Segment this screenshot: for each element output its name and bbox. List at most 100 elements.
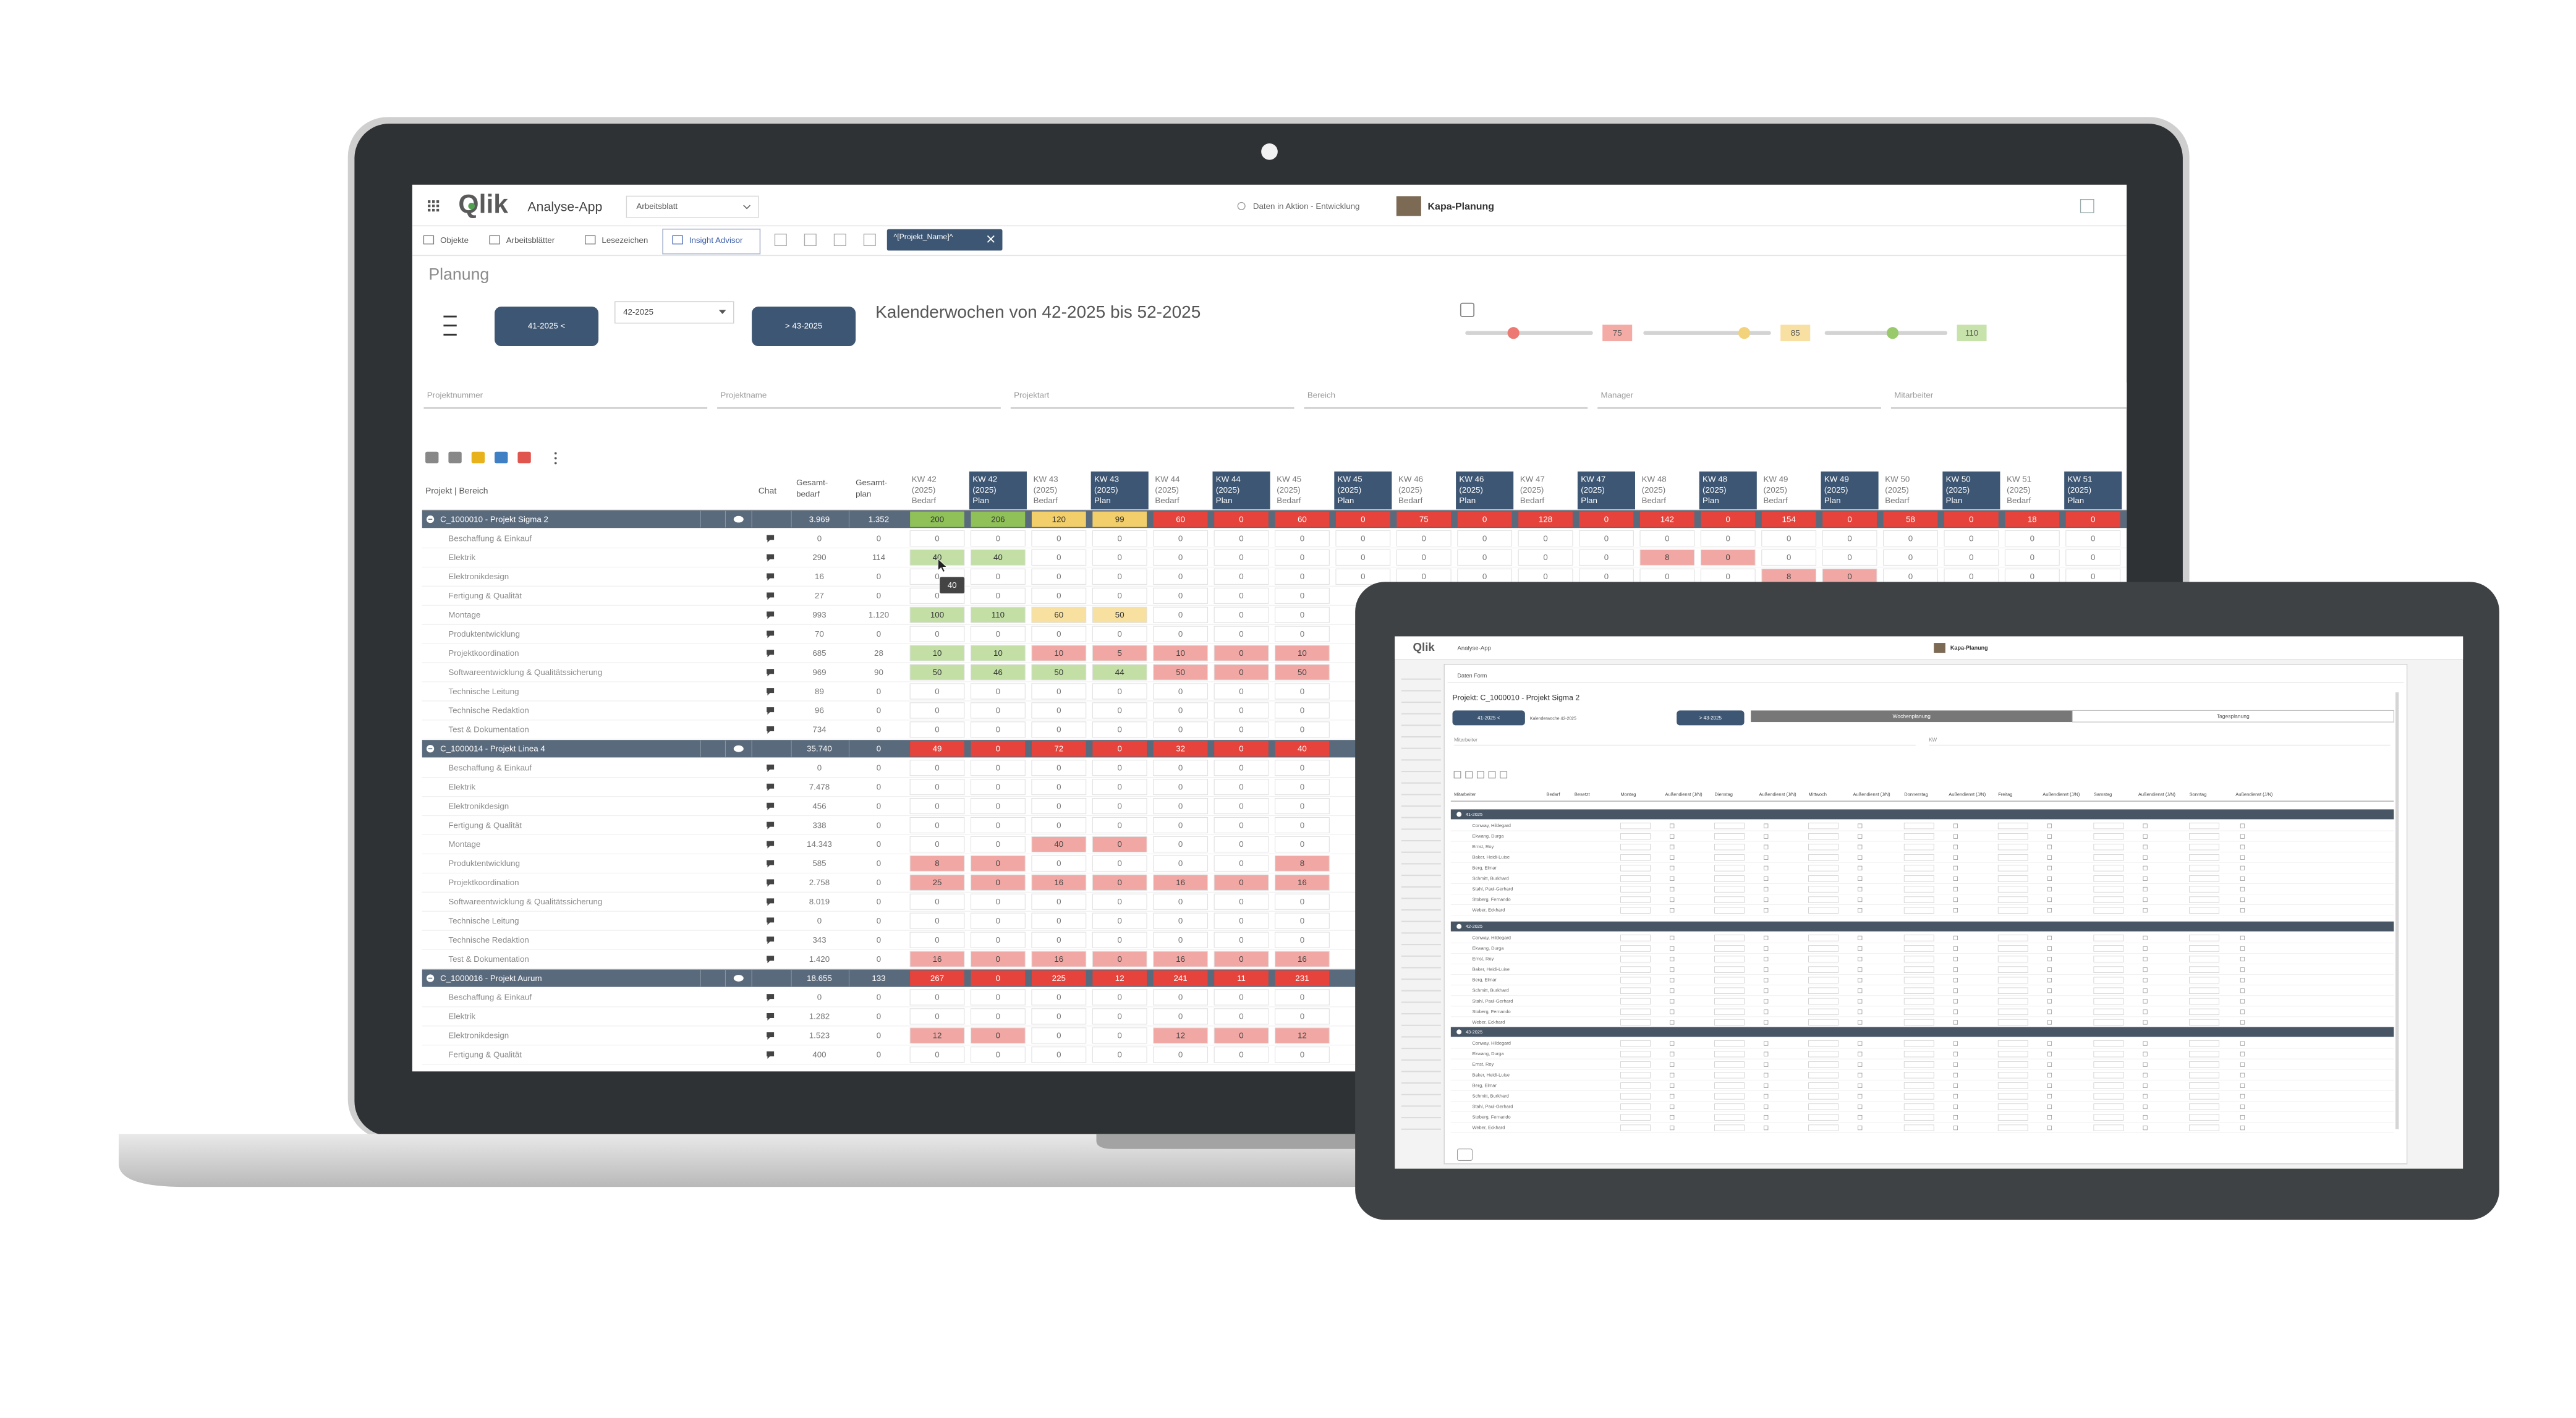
table-tool-icon[interactable] [495, 451, 508, 464]
hours-input[interactable] [2189, 945, 2219, 952]
hours-input[interactable] [1714, 998, 1745, 1005]
field-service-checkbox[interactable] [2143, 834, 2148, 839]
field-service-checkbox[interactable] [1858, 1104, 1863, 1110]
hours-input[interactable] [1903, 833, 1934, 840]
tablet-prev-button[interactable] [1452, 710, 1525, 726]
chat-icon[interactable] [767, 822, 775, 830]
hours-input[interactable] [1714, 844, 1745, 851]
hours-input[interactable] [2189, 844, 2219, 851]
field-service-checkbox[interactable] [2240, 1062, 2245, 1067]
hours-input[interactable] [2093, 833, 2124, 840]
field-service-checkbox[interactable] [2143, 886, 2148, 892]
chat-icon[interactable] [767, 1051, 775, 1059]
hours-input[interactable] [1620, 977, 1651, 983]
hours-input[interactable] [1620, 1061, 1651, 1068]
hours-input[interactable] [1714, 822, 1745, 830]
field-service-checkbox[interactable] [1858, 1020, 1863, 1025]
field-service-checkbox[interactable] [2143, 855, 2148, 860]
field-service-checkbox[interactable] [1858, 844, 1863, 849]
hours-input[interactable] [2189, 987, 2219, 994]
chat-icon[interactable] [767, 688, 775, 696]
filter-label[interactable]: Projektart [1014, 391, 1049, 400]
field-service-checkbox[interactable] [2240, 988, 2245, 993]
field-service-checkbox[interactable] [2143, 946, 2148, 951]
field-service-checkbox[interactable] [1764, 1126, 1769, 1131]
field-service-checkbox[interactable] [1670, 1062, 1675, 1067]
field-service-checkbox[interactable] [2047, 823, 2052, 828]
hours-input[interactable] [1620, 907, 1651, 914]
hours-input[interactable] [1620, 1019, 1651, 1026]
field-service-checkbox[interactable] [1953, 1072, 1958, 1077]
field-service-checkbox[interactable] [1670, 1093, 1675, 1099]
hours-input[interactable] [2093, 935, 2124, 941]
hours-input[interactable] [1714, 896, 1745, 903]
hours-input[interactable] [2189, 998, 2219, 1005]
field-service-checkbox[interactable] [1764, 1062, 1769, 1067]
field-service-checkbox[interactable] [2143, 988, 2148, 993]
hours-input[interactable] [1714, 875, 1745, 882]
save-icon[interactable] [1460, 302, 1475, 317]
field-service-checkbox[interactable] [1670, 1114, 1675, 1120]
field-service-checkbox[interactable] [1953, 999, 1958, 1004]
field-service-checkbox[interactable] [2143, 935, 2148, 941]
field-service-checkbox[interactable] [1953, 865, 1958, 870]
field-service-checkbox[interactable] [2240, 844, 2245, 849]
field-service-checkbox[interactable] [1953, 978, 1958, 983]
field-service-checkbox[interactable] [2047, 834, 2052, 839]
hours-input[interactable] [1620, 875, 1651, 882]
field-service-checkbox[interactable] [1670, 908, 1675, 913]
field-service-checkbox[interactable] [1670, 956, 1675, 962]
hours-input[interactable] [1808, 956, 1838, 962]
field-service-checkbox[interactable] [1764, 865, 1769, 870]
hours-input[interactable] [1903, 896, 1934, 903]
field-service-checkbox[interactable] [2047, 908, 2052, 913]
insight-icon[interactable] [2080, 199, 2094, 213]
field-service-checkbox[interactable] [2240, 886, 2245, 892]
field-service-checkbox[interactable] [2240, 956, 2245, 962]
hours-input[interactable] [1997, 1008, 2028, 1016]
field-service-checkbox[interactable] [2143, 908, 2148, 913]
hours-input[interactable] [1997, 1072, 2028, 1079]
toolbar-item[interactable]: Insight Advisor [689, 236, 743, 245]
field-service-checkbox[interactable] [1953, 935, 1958, 941]
hours-input[interactable] [1620, 956, 1651, 962]
field-service-checkbox[interactable] [2240, 978, 2245, 983]
hours-input[interactable] [1808, 935, 1838, 941]
field-service-checkbox[interactable] [2240, 946, 2245, 951]
tablet-filter-label[interactable]: KW [1929, 737, 1937, 743]
hours-input[interactable] [1997, 935, 2028, 941]
hours-input[interactable] [1903, 1040, 1934, 1047]
field-service-checkbox[interactable] [2143, 1083, 2148, 1088]
hours-input[interactable] [1714, 1040, 1745, 1047]
hours-input[interactable] [2093, 1008, 2124, 1016]
tablet-group-toggle[interactable] [1456, 812, 1462, 817]
field-service-checkbox[interactable] [2047, 1072, 2052, 1077]
field-service-checkbox[interactable] [2047, 1041, 2052, 1046]
field-service-checkbox[interactable] [2143, 897, 2148, 902]
chat-icon[interactable] [767, 764, 775, 772]
hours-input[interactable] [1808, 1103, 1838, 1110]
menu-grid-icon[interactable] [428, 208, 431, 212]
hours-input[interactable] [2189, 935, 2219, 941]
field-service-checkbox[interactable] [2143, 1126, 2148, 1131]
hours-input[interactable] [1714, 977, 1745, 983]
hours-input[interactable] [2093, 907, 2124, 914]
field-service-checkbox[interactable] [1953, 1093, 1958, 1099]
hours-input[interactable] [1808, 998, 1838, 1005]
field-service-checkbox[interactable] [2143, 823, 2148, 828]
filter-box[interactable] [422, 382, 708, 409]
field-service-checkbox[interactable] [2047, 876, 2052, 881]
field-service-checkbox[interactable] [1670, 834, 1675, 839]
field-service-checkbox[interactable] [2047, 886, 2052, 892]
hours-input[interactable] [1620, 896, 1651, 903]
hours-input[interactable] [1808, 822, 1838, 830]
hours-input[interactable] [1808, 1050, 1838, 1058]
field-service-checkbox[interactable] [1858, 1041, 1863, 1046]
hours-input[interactable] [1997, 896, 2028, 903]
selection-chip[interactable] [886, 229, 1003, 251]
hours-input[interactable] [2189, 886, 2219, 893]
hours-input[interactable] [1620, 822, 1651, 830]
hours-input[interactable] [2189, 1124, 2219, 1131]
hours-input[interactable] [1903, 1114, 1934, 1121]
field-service-checkbox[interactable] [2240, 999, 2245, 1004]
